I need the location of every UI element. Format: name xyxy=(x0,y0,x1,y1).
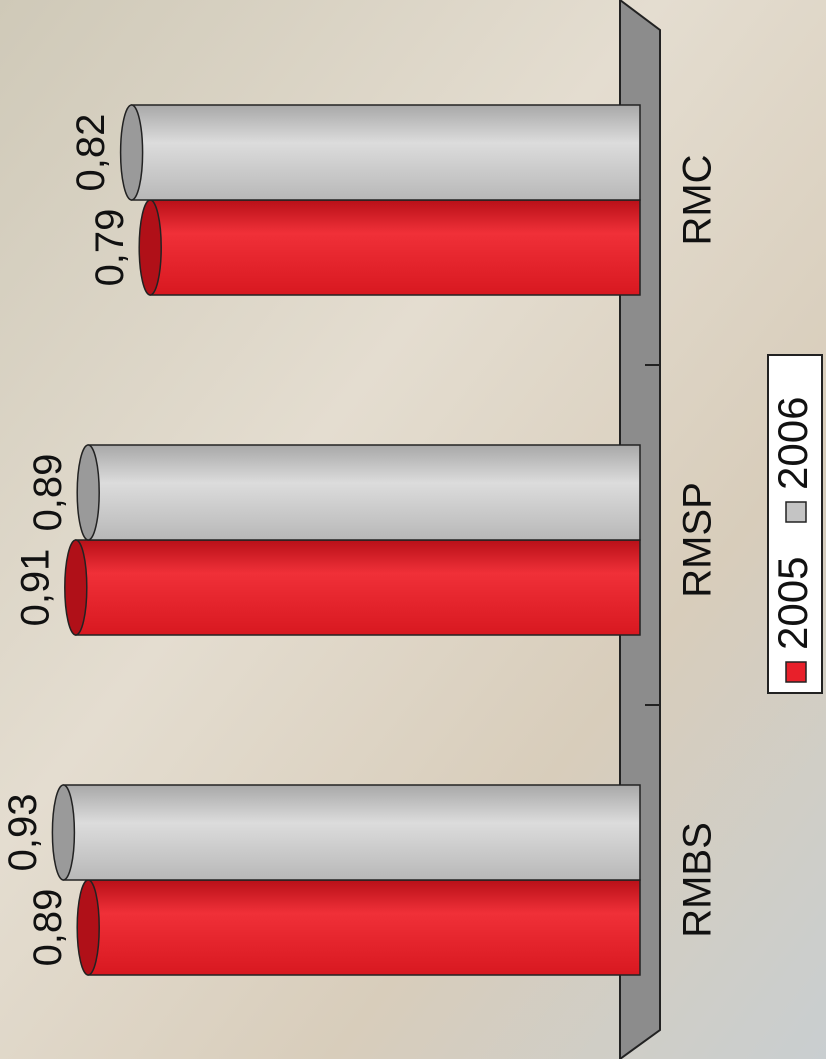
x-tick-label: RMBS xyxy=(676,822,720,938)
bar-cap xyxy=(51,784,76,881)
legend-label: 2006 xyxy=(769,397,816,490)
value-label: 0,93 xyxy=(1,794,45,872)
legend-box xyxy=(767,354,823,694)
bar xyxy=(130,104,641,201)
value-label: 0,82 xyxy=(69,114,113,192)
value-label: 0,79 xyxy=(88,209,132,287)
x-tick-label: RMC xyxy=(676,154,720,245)
bar xyxy=(149,199,641,296)
bar xyxy=(87,444,641,541)
bar xyxy=(87,879,641,976)
legend-swatch xyxy=(785,501,807,523)
bar xyxy=(62,784,641,881)
legend-label: 2005 xyxy=(769,557,816,650)
bar-cap xyxy=(76,879,100,976)
bar xyxy=(75,539,641,636)
bar-cap xyxy=(76,444,100,541)
value-label: 0,91 xyxy=(13,549,57,627)
legend-swatch xyxy=(785,661,807,683)
value-label: 0,89 xyxy=(26,454,70,532)
bar-cap xyxy=(64,539,88,636)
bar-cap xyxy=(138,199,162,296)
x-tick-label: RMSP xyxy=(676,482,720,598)
bar-cap xyxy=(119,104,144,201)
value-label: 0,89 xyxy=(26,889,70,967)
